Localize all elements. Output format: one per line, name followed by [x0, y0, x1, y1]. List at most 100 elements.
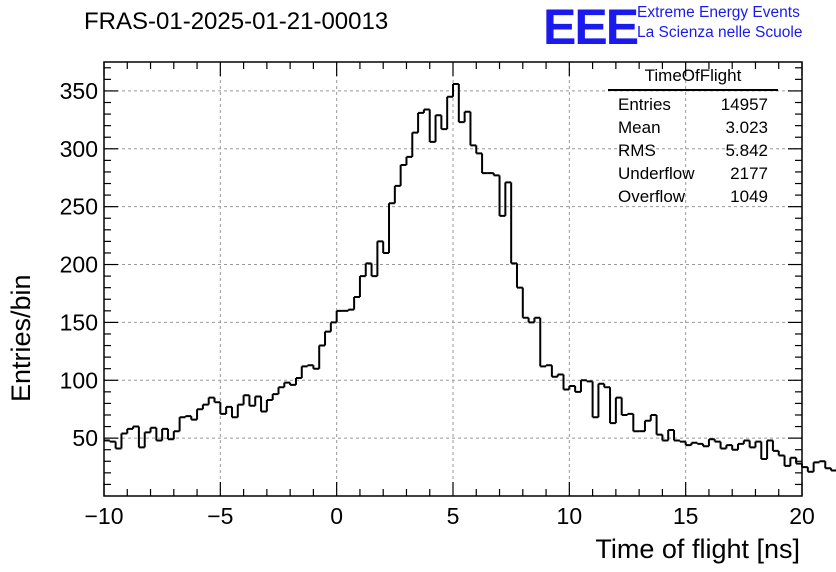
histogram-bin: [754, 440, 762, 448]
histogram-bin: [388, 202, 395, 253]
histogram-bin: [731, 445, 739, 451]
histogram-bin: [771, 440, 779, 452]
histogram-bin: [306, 364, 314, 367]
stats-row-underflow: Underflow 2177: [608, 162, 778, 185]
histogram-bin: [539, 317, 547, 368]
stats-label: RMS: [618, 141, 656, 160]
stats-value: 5.842: [725, 141, 768, 160]
histogram-bin: [475, 145, 483, 155]
histogram-bin: [737, 442, 744, 450]
histogram-bin: [434, 114, 442, 142]
stats-row-rms: RMS 5.842: [608, 139, 778, 162]
histogram-bin: [260, 396, 267, 413]
histogram-bin: [236, 403, 244, 418]
histogram-bin: [510, 182, 517, 265]
plot-title: FRAS-01-2025-01-21-00013: [84, 8, 389, 35]
histogram-bin: [393, 184, 401, 204]
logo-line-1: Extreme Energy Events: [637, 4, 800, 21]
histogram-bin: [108, 440, 116, 443]
histogram-bin: [702, 443, 709, 448]
stats-value: 2177: [730, 164, 768, 183]
histogram-bin: [632, 413, 640, 433]
stats-value: 3.023: [725, 118, 768, 137]
histogram-bin: [405, 155, 413, 166]
histogram-bin: [812, 461, 820, 472]
histogram-bin: [568, 385, 576, 390]
histogram-bin: [370, 263, 378, 278]
histogram-bin: [481, 153, 488, 175]
histogram-bin: [201, 403, 209, 410]
histogram-bin: [324, 330, 331, 346]
histogram-bin: [126, 427, 134, 434]
tick-labels: −10 −5 0 5 10 15 20 50 100 150 200 250 300 350: [60, 78, 815, 529]
histogram-bin: [463, 110, 471, 123]
grid-lines: [104, 62, 802, 496]
histogram-bin: [801, 463, 808, 469]
histogram-bin: [411, 131, 419, 157]
y-tick-label: 200: [60, 252, 98, 278]
histogram-bin: [521, 287, 529, 319]
x-tick-label: 10: [557, 503, 583, 529]
y-tick-label: 250: [60, 194, 98, 220]
histogram-bin: [120, 432, 128, 449]
stats-row-mean: Mean 3.023: [608, 116, 778, 139]
y-tick-label: 350: [60, 78, 98, 104]
histogram-bin: [265, 398, 273, 412]
x-tick-label: 15: [673, 503, 699, 529]
x-tick-label: 20: [789, 503, 815, 529]
y-tick-label: 150: [60, 309, 98, 335]
histogram-bin: [545, 364, 552, 367]
histogram-bin: [417, 111, 424, 133]
histogram-bin: [626, 412, 634, 415]
eee-logo-mark: EEE: [543, 0, 639, 55]
stats-label: Entries: [618, 95, 671, 114]
histogram-bin: [143, 431, 151, 448]
histogram-bin: [335, 309, 343, 323]
histogram-bin: [166, 428, 174, 441]
histogram-bin: [178, 416, 186, 432]
histogram-bin: [452, 82, 459, 97]
y-tick-label: 50: [72, 425, 98, 451]
stats-value: 14957: [720, 95, 768, 114]
histogram-bin: [283, 381, 291, 388]
histogram-bin: [277, 386, 285, 395]
y-axis-label: Entries/bin: [6, 274, 36, 402]
stats-label: Mean: [618, 118, 661, 137]
stats-box: TimeOfFlight Entries 14957 Mean 3.023 RM…: [608, 66, 778, 208]
histogram-bin: [713, 439, 721, 443]
histogram-bin: [347, 308, 355, 311]
histogram-series: [104, 82, 836, 473]
histogram-bin: [550, 365, 558, 378]
stats-label: Overflow: [618, 187, 686, 206]
histogram-bin: [603, 383, 611, 389]
histogram-bin: [294, 376, 302, 385]
histogram-bin: [620, 397, 628, 416]
histogram-bin: [725, 444, 733, 449]
histogram-bin: [196, 408, 203, 420]
stats-label: Underflow: [618, 164, 695, 183]
histogram-bin: [830, 468, 836, 472]
stats-title: TimeOfFlight: [608, 66, 778, 91]
y-tick-label: 100: [60, 367, 98, 393]
histogram-bin: [149, 426, 157, 433]
histogram-bin: [673, 430, 680, 442]
logo-line-2: La Scienza nelle Scuole: [637, 24, 803, 41]
x-tick-label: 0: [330, 503, 343, 529]
histogram-bin: [399, 164, 407, 186]
stats-row-overflow: Overflow 1049: [608, 185, 778, 208]
histogram-bin: [469, 111, 477, 147]
stats-value: 1049: [730, 187, 768, 206]
histogram-bin: [777, 450, 785, 457]
axis-ticks: [103, 62, 803, 496]
histogram-bin: [824, 461, 832, 470]
histogram-bin: [213, 397, 221, 404]
x-axis-label: Time of flight [ns]: [595, 534, 800, 564]
histogram-bin: [225, 405, 232, 414]
histogram-bin: [254, 395, 262, 406]
histogram-bin: [655, 414, 663, 436]
histogram-bin: [643, 419, 651, 432]
histogram-bin: [271, 393, 279, 400]
stats-row-entries: Entries 14957: [608, 93, 778, 116]
histogram-bin: [515, 263, 523, 289]
